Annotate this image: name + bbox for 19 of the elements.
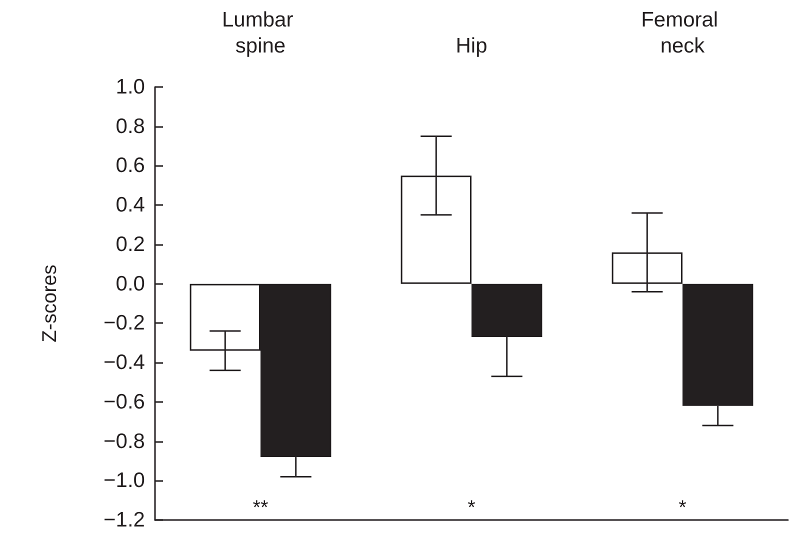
y-tick-label: −0.8 <box>104 430 145 453</box>
y-tick-label: −1.2 <box>104 508 145 532</box>
y-tick-label: −0.2 <box>104 312 145 335</box>
annotation: ** <box>252 497 268 519</box>
annotation: * <box>468 497 476 519</box>
y-tick-label: −0.6 <box>104 390 145 414</box>
y-tick-label: 0.8 <box>116 114 145 138</box>
x-tick-label: Hip <box>456 34 488 58</box>
y-tick-label: 1.0 <box>116 76 145 98</box>
x-tick-label: Femoral neck <box>641 8 724 58</box>
y-tick-label: 0.0 <box>116 272 145 296</box>
annotation: * <box>678 497 687 519</box>
x-tick-label: Lumbar spine <box>222 8 300 58</box>
y-tick-label: 0.2 <box>116 232 145 256</box>
y-tick-label: −0.4 <box>104 351 146 374</box>
y-tick-label: 0.4 <box>116 194 146 217</box>
y-axis-title: Z-scores <box>39 264 61 342</box>
y-tick-label: 0.6 <box>116 154 145 178</box>
y-tick-label: −1.0 <box>104 469 145 492</box>
